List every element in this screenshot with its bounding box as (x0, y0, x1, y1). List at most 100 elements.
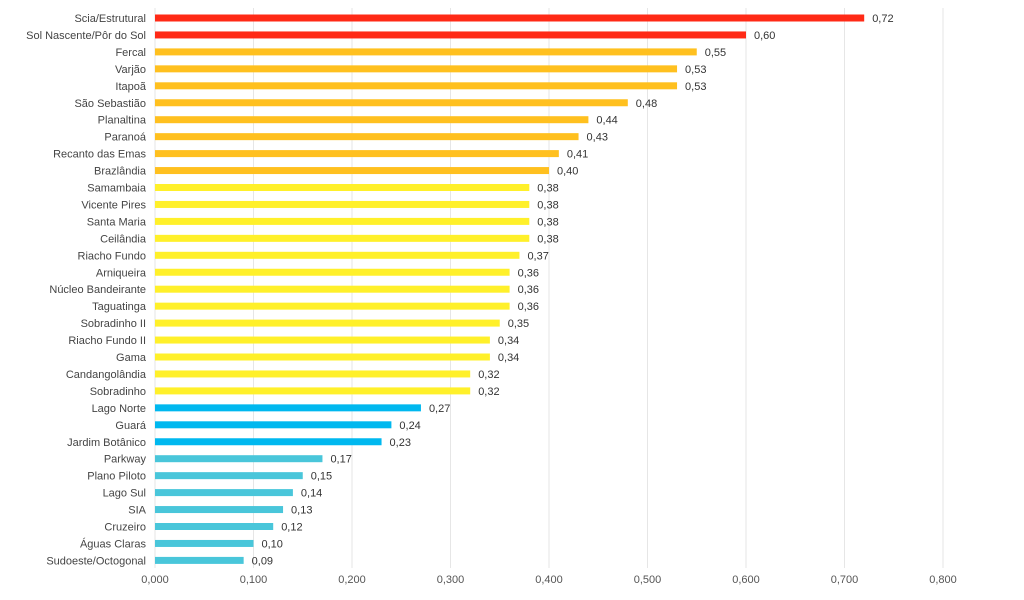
data-label: 0,36 (518, 284, 539, 296)
data-label: 0,27 (429, 403, 450, 415)
category-label: Sobradinho II (81, 318, 146, 330)
category-label: Águas Claras (80, 537, 147, 550)
data-label: 0,38 (537, 233, 558, 245)
category-label: Itapoã (115, 81, 146, 93)
x-tick-label: 0,500 (634, 574, 662, 586)
category-label: Fercal (115, 47, 146, 59)
data-label: 0,23 (390, 437, 411, 449)
bar (155, 268, 510, 276)
category-label: Planaltina (98, 115, 147, 127)
category-label: Ceilândia (100, 233, 147, 245)
data-label: 0,34 (498, 352, 519, 364)
x-tick-label: 0,300 (437, 574, 465, 586)
x-tick-label: 0,700 (831, 574, 859, 586)
data-label: 0,36 (518, 267, 539, 279)
x-tick-label: 0,100 (240, 574, 268, 586)
bar (155, 251, 520, 259)
data-label: 0,41 (567, 149, 588, 161)
data-label: 0,48 (636, 98, 657, 110)
bar (155, 472, 303, 480)
bar (155, 506, 284, 514)
category-label: Paranoá (104, 132, 146, 144)
data-label: 0,24 (399, 420, 420, 432)
category-label: Varjão (115, 64, 146, 76)
category-label: São Sebastião (74, 98, 146, 110)
data-label: 0,60 (754, 30, 775, 42)
data-label: 0,14 (301, 488, 322, 500)
data-label: 0,44 (596, 115, 617, 127)
bar-layer (155, 14, 865, 564)
bar (155, 539, 254, 547)
x-tick-label: 0,800 (929, 574, 957, 586)
data-label: 0,35 (508, 318, 529, 330)
bar (155, 116, 589, 124)
bar (155, 31, 746, 39)
bar (155, 370, 471, 378)
data-label: 0,40 (557, 166, 578, 178)
bar (155, 302, 510, 310)
bar (155, 200, 530, 208)
category-label: Brazlândia (94, 166, 147, 178)
data-label: 0,38 (537, 216, 558, 228)
bar (155, 133, 579, 141)
category-label: Candangolândia (66, 369, 147, 381)
bar (155, 336, 490, 344)
data-label: 0,32 (478, 369, 499, 381)
bar (155, 150, 559, 158)
bar (155, 167, 549, 175)
bar (155, 404, 421, 412)
category-label: Gama (116, 352, 147, 364)
bar (155, 99, 628, 107)
data-label: 0,72 (872, 13, 893, 25)
category-label: Cruzeiro (104, 522, 146, 534)
bar (155, 319, 500, 327)
category-label: Taguatinga (92, 301, 147, 313)
category-label: SIA (128, 505, 146, 517)
category-label: Plano Piloto (87, 471, 146, 483)
data-label: 0,17 (330, 454, 351, 466)
category-label: Lago Norte (92, 403, 146, 415)
category-label: Sol Nascente/Pôr do Sol (26, 30, 146, 42)
category-label: Riacho Fundo II (68, 335, 146, 347)
data-label: 0,53 (685, 64, 706, 76)
bar (155, 523, 274, 530)
bar (155, 217, 530, 225)
bar (155, 438, 382, 446)
category-label: Riacho Fundo (78, 250, 147, 262)
bar (155, 234, 530, 242)
bar (155, 82, 678, 90)
category-label: Santa Maria (87, 216, 147, 228)
bar (155, 353, 490, 361)
axis-layer: 0,000 0,100 0,200 0,300 0,400 0,500 0,600 0,700… (141, 574, 957, 586)
category-label: Sobradinho (90, 386, 146, 398)
data-label: 0,55 (705, 47, 726, 59)
data-label: 0,34 (498, 335, 519, 347)
data-label: 0,43 (587, 132, 608, 144)
category-label: Jardim Botânico (67, 437, 146, 449)
data-label: 0,53 (685, 81, 706, 93)
bar (155, 184, 530, 191)
bar (155, 556, 244, 564)
category-label: Samambaia (87, 183, 147, 195)
category-label: Parkway (104, 454, 147, 466)
data-label: 0,10 (262, 538, 283, 550)
bar (155, 14, 865, 22)
data-label: 0,36 (518, 301, 539, 313)
x-tick-label: 0,000 (141, 574, 169, 586)
category-label: Guará (115, 420, 146, 432)
category-label: Núcleo Bandeirante (49, 284, 146, 296)
data-label: 0,15 (311, 471, 332, 483)
bar (155, 65, 678, 73)
data-label: 0,37 (527, 250, 548, 262)
category-label: Lago Sul (103, 488, 146, 500)
category-label: Arniqueira (96, 267, 147, 279)
x-tick-label: 0,600 (732, 574, 760, 586)
data-label: 0,12 (281, 522, 302, 534)
data-label: 0,38 (537, 183, 558, 195)
data-label: 0,32 (478, 386, 499, 398)
label-layer: Scia/Estrutural 0,72 Sol Nascente/Pôr do S… (26, 13, 893, 567)
x-tick-label: 0,200 (338, 574, 366, 586)
bar (155, 285, 510, 293)
